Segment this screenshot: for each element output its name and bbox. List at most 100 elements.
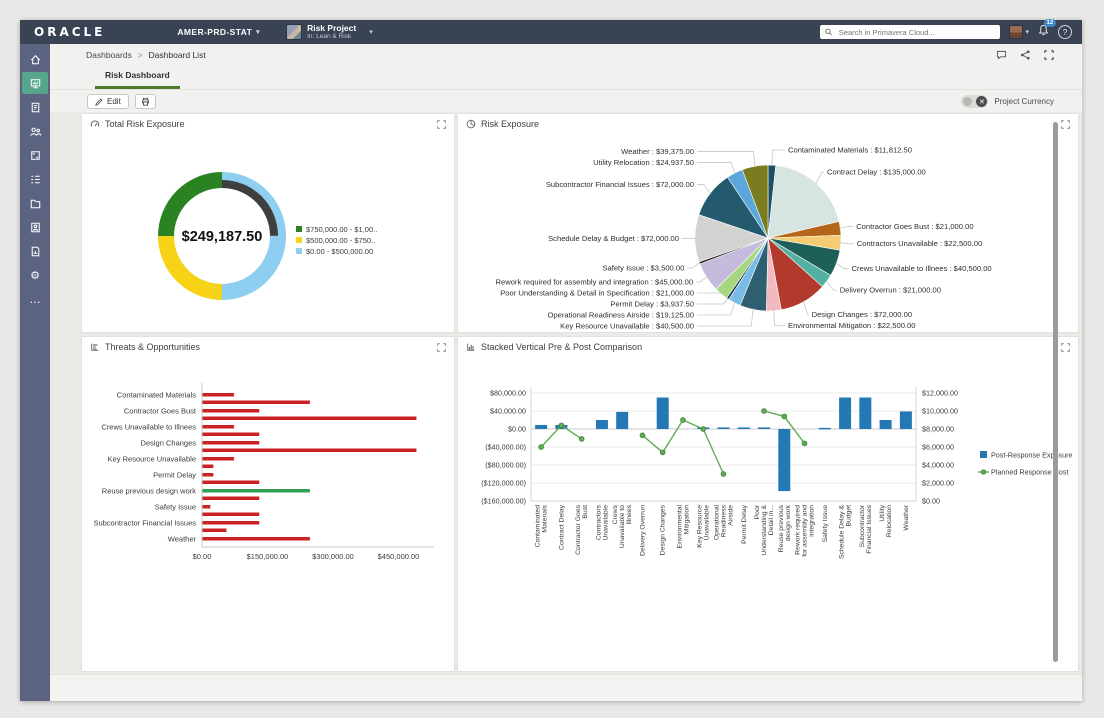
svg-text:Delivery Overrun: Delivery Overrun [639,505,646,556]
tab-risk-dashboard[interactable]: Risk Dashboard [95,70,180,89]
bar [202,441,260,445]
x-tick-label: $300,000.00 [312,552,354,561]
bar [202,496,260,500]
sidebar-item-files[interactable] [22,192,48,214]
avatar [1009,25,1024,39]
project-currency-toggle[interactable]: ✕ [961,95,989,108]
plot-border [530,387,917,502]
search-input[interactable] [836,26,996,38]
x-category-label: EnvironmentalMitigation [676,505,690,549]
pie-label: Utility Relocation : $24,937.50 [593,158,694,167]
bar [202,489,310,493]
line-marker [700,426,707,432]
resources-icon [30,222,40,232]
threats-opportunities-chart[interactable]: $0.00 $150,000.00 $300,000.00 $450,000.00 Co… [82,357,454,671]
sidebar-item-more[interactable]: … [22,288,48,310]
line-marker [538,444,544,450]
pie-leader-line [815,171,824,185]
breadcrumb-dashboard-list[interactable]: Dashboard List [148,50,206,60]
bar [202,473,214,477]
panel-risk-exposure: Risk Exposure Contaminated Materials : $… [457,113,1079,333]
panel-expand-button[interactable] [437,119,446,129]
portfolios-icon [31,102,39,112]
pie-chart-icon [466,119,476,129]
left-tick-label: ($80,000.00) [485,461,526,470]
x-category-label: Contractor GoesBust [575,504,589,554]
total-risk-exposure-chart[interactable]: $249,187.50 $750,000.00 - $1,00.. $500,000… [82,134,454,332]
sidebar-item-team[interactable] [22,120,48,142]
legend-swatch [296,248,302,254]
sidebar-item-apps[interactable] [22,144,48,166]
legend-label: Planned Response Cost [991,468,1069,477]
notifications-button[interactable]: 12 [1038,19,1056,41]
x-category-label: CrewsUnavailable toIllnees [612,504,633,548]
project-thumbnail-icon [286,24,303,40]
pie-label: Weather : $39,375.00 [621,147,694,156]
project-switcher[interactable]: Risk Project In: Lean & Risk ▾ [286,24,373,40]
breadcrumb-dashboards[interactable]: Dashboards [86,50,132,60]
comments-button[interactable] [996,50,1007,60]
sidebar-item-dashboards[interactable] [22,72,48,94]
line-marker [781,413,788,420]
legend-swatch [296,226,302,232]
printer-icon [142,97,149,106]
line-marker [578,436,585,442]
legend-label: Post-Response Exposure [991,451,1073,460]
risk-exposure-chart[interactable]: Contaminated Materials : $11,812.50 Contr… [458,134,1078,332]
print-button[interactable] [134,94,156,109]
stacked-comparison-chart[interactable]: $80,000.00 $12,000.00 $40,000.00 $10,000.00… [458,357,1078,671]
x-category-label: Delivery Overrun [639,505,646,556]
vertical-scrollbar[interactable] [1053,122,1058,662]
chevron-down-icon: ▾ [369,29,373,36]
settings-icon: ⚙ [30,268,40,282]
pie-label: Environmental Mitigation : $22,500.00 [788,321,916,330]
svg-text:Permit Delay: Permit Delay [741,504,748,544]
panel-expand-button[interactable] [1061,342,1070,352]
column-chart-icon [467,343,475,351]
svg-text:Key ResourceUnavailable: Key ResourceUnavailable [697,505,711,548]
legend-marker [980,469,987,475]
workspace-switcher[interactable]: AMER-PRD-STAT ▾ [177,27,260,37]
panel-title: Risk Exposure [481,119,540,129]
sidebar-item-settings[interactable]: ⚙ [22,264,48,286]
panel-expand-button[interactable] [1061,119,1070,129]
bar [202,416,417,420]
svg-text:OperationalReadinessAirside: OperationalReadinessAirside [714,504,735,540]
edit-button[interactable]: Edit [87,94,129,109]
x-category-label: Permit Delay [741,504,748,544]
x-tick-label: $150,000.00 [247,552,289,561]
dashboard-footer [50,674,1082,701]
help-button[interactable]: ? [1058,25,1072,39]
bar [202,505,211,509]
left-tick-label: ($40,000.00) [485,443,526,452]
tasks-icon [30,175,40,183]
pie-label: Design Changes : $72,000.00 [812,310,912,319]
line-marker [558,422,565,429]
sidebar-item-reports[interactable] [22,240,48,262]
share-button[interactable] [1020,50,1031,60]
x-category-label: ContaminatedMaterials [535,504,549,547]
pie-label: Crews Unavailable to Illnees : $40,500.0… [852,264,992,273]
legend-label: $0.00 - $500,000.00 [306,247,373,256]
dashboards-icon [30,78,40,88]
x-category-label: Schedule Delay &Budget [839,505,853,559]
svg-text:Contract Delay: Contract Delay [558,504,565,550]
pie-leader-line [697,308,754,327]
bar [202,393,234,397]
expand-icon [1061,342,1070,352]
legend-label: $750,000.00 - $1,00.. [306,225,377,234]
sidebar-item-tasks[interactable] [22,168,48,190]
user-menu[interactable]: ▾ [1009,25,1029,39]
panel-expand-button[interactable] [437,342,446,352]
pie-label: Delivery Overrun : $21,000.00 [840,286,941,295]
sidebar-item-home[interactable] [22,48,48,70]
gauge-center-value: $249,187.50 [182,229,263,245]
bar [595,420,608,429]
oracle-logo: ORACLE [34,25,106,39]
bar [717,427,730,429]
fullscreen-button[interactable] [1044,50,1054,60]
sidebar-item-resources[interactable] [22,216,48,238]
sidebar-item-portfolios[interactable] [22,96,48,118]
top-navbar: ORACLE AMER-PRD-STAT ▾ Risk Project In: … [20,19,1082,44]
right-tick-label: $4,000.00 [922,461,954,470]
